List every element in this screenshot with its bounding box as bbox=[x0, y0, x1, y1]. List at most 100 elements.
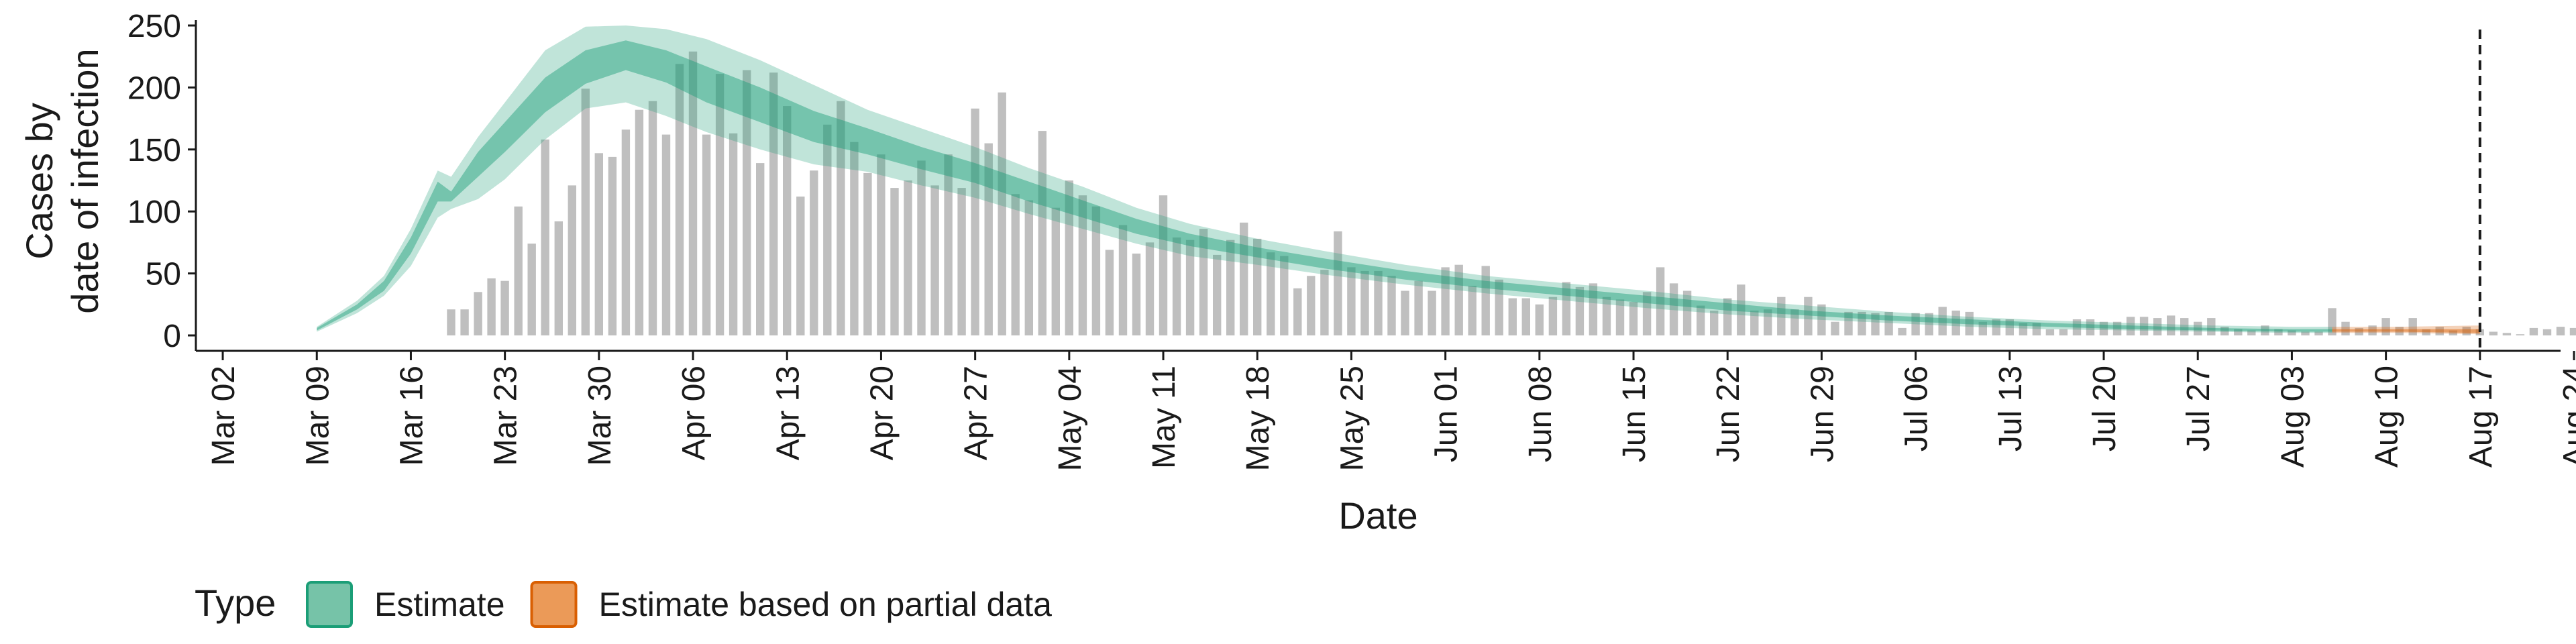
bar bbox=[621, 129, 631, 335]
bar bbox=[702, 134, 711, 335]
x-tick-label: Jul 06 bbox=[1899, 366, 1935, 451]
bar bbox=[2301, 331, 2310, 335]
bar bbox=[1737, 284, 1746, 335]
bars-layer bbox=[447, 51, 2576, 336]
x-tick-label: Jun 22 bbox=[1711, 366, 1746, 462]
bar bbox=[715, 74, 724, 335]
y-tick-label: 200 bbox=[127, 70, 181, 106]
bar bbox=[1495, 279, 1503, 335]
bar bbox=[1145, 242, 1155, 335]
bar bbox=[1508, 298, 1517, 335]
bar bbox=[487, 278, 496, 335]
bar bbox=[1615, 299, 1625, 335]
bar bbox=[2194, 321, 2202, 335]
bar bbox=[2569, 327, 2576, 335]
x-tick-label: Apr 20 bbox=[864, 366, 900, 460]
bar bbox=[904, 180, 912, 335]
bar bbox=[1374, 270, 1383, 335]
bar bbox=[1723, 298, 1732, 335]
bar bbox=[1307, 276, 1316, 335]
bar bbox=[810, 170, 818, 335]
bar bbox=[447, 309, 455, 335]
bar bbox=[1401, 290, 1409, 335]
bar bbox=[877, 154, 885, 335]
bar bbox=[1629, 302, 1638, 335]
x-tick-label: May 04 bbox=[1053, 366, 1088, 471]
x-tick-label: Mar 30 bbox=[582, 366, 618, 466]
bar bbox=[594, 153, 603, 336]
bar bbox=[1481, 266, 1490, 335]
bar bbox=[1669, 283, 1678, 335]
bar bbox=[1387, 276, 1396, 335]
bar bbox=[527, 244, 536, 335]
bar bbox=[1441, 267, 1450, 335]
bar bbox=[2368, 325, 2377, 335]
bar bbox=[1682, 290, 1692, 335]
x-tick-label: Jul 13 bbox=[1993, 366, 2029, 451]
bar bbox=[500, 280, 509, 335]
bar bbox=[688, 51, 698, 336]
x-axis-title: Date bbox=[1338, 494, 1417, 537]
partial-estimate-90-band bbox=[2332, 325, 2480, 335]
bar bbox=[635, 109, 644, 335]
bar bbox=[1347, 267, 1356, 335]
bar bbox=[1320, 270, 1329, 335]
x-tick-label: May 18 bbox=[1240, 366, 1276, 471]
bar bbox=[1172, 237, 1181, 335]
bar bbox=[2261, 325, 2269, 335]
legend-label-2: Estimate based on partial data bbox=[599, 586, 1053, 623]
y-axis-title-line-2: date of infection bbox=[64, 48, 106, 313]
bar bbox=[837, 101, 845, 335]
bar bbox=[2032, 323, 2041, 335]
bar bbox=[2381, 318, 2390, 335]
bar bbox=[729, 133, 738, 336]
y-tick-label: 100 bbox=[127, 195, 181, 230]
bar bbox=[796, 197, 805, 335]
bar bbox=[2542, 329, 2552, 335]
x-tick-label: May 25 bbox=[1334, 366, 1370, 471]
x-tick-label: Jul 20 bbox=[2087, 366, 2123, 451]
bar bbox=[1764, 309, 1772, 335]
bar bbox=[1656, 267, 1665, 335]
bar bbox=[1898, 327, 1907, 335]
bar bbox=[1589, 283, 1598, 335]
bar bbox=[1750, 311, 1759, 335]
x-tick-label: Mar 09 bbox=[300, 366, 335, 466]
bar bbox=[917, 160, 926, 335]
estimate-90-band bbox=[317, 25, 2332, 333]
bar bbox=[514, 206, 523, 335]
bar bbox=[2489, 331, 2498, 335]
y-tick-label: 150 bbox=[127, 133, 181, 168]
bar bbox=[1414, 280, 1423, 335]
bar bbox=[1831, 321, 1839, 335]
bar bbox=[1642, 292, 1652, 335]
bar bbox=[2247, 330, 2256, 335]
x-tick-label: Mar 16 bbox=[394, 366, 429, 466]
bar bbox=[1038, 131, 1046, 335]
bar bbox=[863, 172, 872, 335]
bar bbox=[2086, 319, 2095, 335]
x-tick-label: Jun 15 bbox=[1617, 366, 1652, 462]
legend-label-1: Estimate bbox=[374, 586, 505, 623]
legend-swatch-2 bbox=[530, 581, 578, 628]
bar bbox=[2288, 330, 2296, 335]
y-tick-label: 250 bbox=[127, 9, 181, 44]
legend-title: Type bbox=[195, 582, 276, 624]
bar bbox=[1884, 311, 1893, 335]
bar bbox=[1468, 286, 1477, 335]
bar bbox=[1051, 207, 1060, 335]
bar bbox=[944, 154, 953, 335]
bar bbox=[474, 292, 482, 335]
bar bbox=[1562, 282, 1571, 335]
bar bbox=[2153, 318, 2162, 335]
bar bbox=[2167, 315, 2176, 335]
bar bbox=[1965, 311, 1974, 335]
bar bbox=[2274, 329, 2283, 335]
bar bbox=[930, 185, 939, 335]
bar bbox=[823, 124, 832, 336]
bar bbox=[1535, 304, 1544, 335]
bar bbox=[1293, 288, 1302, 335]
bar bbox=[2408, 318, 2417, 335]
bar bbox=[783, 106, 792, 335]
bar bbox=[2462, 327, 2471, 335]
